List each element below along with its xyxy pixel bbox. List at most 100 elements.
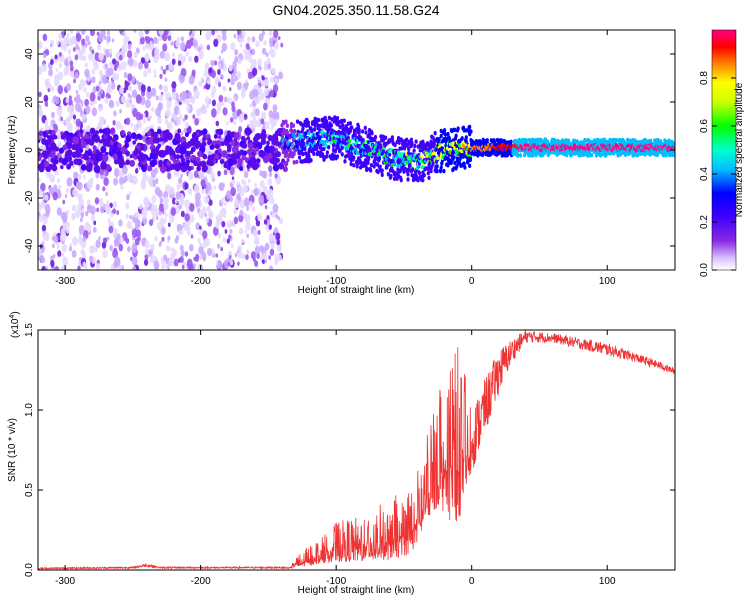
heatmap-cell [388, 152, 392, 157]
heatmap-cell [207, 137, 211, 142]
heatmap-cell [225, 190, 232, 200]
heatmap-cell [75, 89, 79, 95]
heatmap-cell [231, 105, 236, 113]
heatmap-cell [72, 236, 78, 246]
heatmap-cell [342, 118, 346, 123]
heatmap-cell [54, 97, 60, 105]
heatmap-cell [312, 151, 316, 157]
heatmap-cell [198, 80, 203, 88]
heatmap-cell [185, 98, 190, 106]
heatmap-cell [151, 194, 157, 204]
heatmap-cell [259, 245, 264, 252]
heatmap-cell [120, 184, 124, 190]
heatmap-cell [447, 136, 451, 141]
heatmap-cell [38, 204, 42, 212]
heatmap-cell [363, 125, 367, 131]
heatmap-cell [161, 263, 165, 270]
svg-text:(x104): (x104) [9, 311, 21, 338]
heatmap-cell [269, 41, 274, 48]
heatmap-cell [90, 54, 94, 59]
heatmap-cell [60, 116, 63, 121]
heatmap-cell [257, 58, 262, 66]
heatmap-cell [171, 58, 176, 65]
heatmap-cell [50, 157, 55, 163]
heatmap-cell [88, 162, 93, 168]
heatmap-cell [226, 121, 229, 126]
heatmap-cell [54, 265, 60, 270]
heatmap-cell [457, 143, 462, 148]
heatmap-cell [256, 132, 261, 139]
heatmap-cell [193, 160, 198, 167]
heatmap-cell [44, 124, 49, 131]
heatmap-cell [244, 114, 247, 119]
heatmap-cell [399, 152, 403, 157]
heatmap-cell [161, 31, 168, 42]
heatmap-cell [229, 228, 233, 235]
heatmap-cell [75, 118, 81, 127]
heatmap-cell [249, 161, 255, 168]
heatmap-cell [158, 203, 165, 213]
heatmap-cell [161, 236, 165, 242]
heatmap-cell [192, 30, 196, 36]
heatmap-cell [207, 79, 211, 85]
heatmap-cell [184, 182, 189, 190]
heatmap-cell [261, 47, 267, 55]
heatmap-cell [77, 173, 82, 180]
heatmap-cell [395, 154, 399, 159]
heatmap-cell [590, 152, 594, 158]
heatmap-cell [210, 69, 217, 79]
heatmap-cell [43, 232, 50, 242]
heatmap-cell [182, 58, 185, 63]
heatmap-cell [248, 57, 252, 63]
heatmap-cell [435, 169, 439, 174]
heatmap-cell [359, 153, 363, 159]
heatmap-cell [202, 153, 208, 160]
heatmap-cell [263, 219, 268, 225]
heatmap-cell [147, 85, 151, 93]
heatmap-cell [163, 196, 169, 205]
heatmap-cell [258, 194, 265, 205]
heatmap-cell [80, 30, 86, 36]
heatmap-cell [50, 59, 54, 65]
heatmap-cell [237, 57, 242, 65]
heatmap-cell [141, 209, 148, 220]
heatmap-cell [318, 123, 323, 129]
heatmap-cell [195, 222, 201, 231]
heatmap-cell [150, 168, 157, 179]
heatmap-cell [69, 65, 74, 72]
y-tick-label: 0.0 [24, 563, 35, 577]
heatmap-cell [351, 142, 355, 147]
heatmap-cell [224, 229, 228, 234]
heatmap-cell [86, 92, 90, 98]
heatmap-cell [411, 167, 415, 172]
heatmap-cell [65, 118, 69, 125]
heatmap-cell [95, 239, 101, 248]
heatmap-cell [323, 115, 327, 121]
heatmap-cell [115, 120, 122, 130]
heatmap-cell [101, 116, 105, 122]
heatmap-cell [154, 47, 160, 56]
heatmap-cell [303, 146, 307, 151]
heatmap-cell [208, 210, 214, 219]
heatmap-cell [397, 140, 401, 145]
heatmap-cell [228, 234, 232, 240]
heatmap-cell [348, 121, 353, 126]
heatmap-cell [180, 91, 187, 101]
heatmap-cell [262, 252, 268, 260]
heatmap-cell [157, 102, 163, 111]
heatmap-cell [316, 117, 321, 123]
heatmap-cell [166, 100, 172, 109]
heatmap-cell [56, 244, 60, 250]
heatmap-cell [430, 164, 434, 170]
heatmap-cell [215, 261, 219, 266]
heatmap-cell [180, 229, 184, 235]
heatmap-cell [131, 228, 138, 238]
heatmap-cell [315, 131, 319, 136]
heatmap-cell [179, 197, 185, 206]
heatmap-cell [254, 245, 261, 256]
heatmap-cell [53, 235, 59, 244]
heatmap-cell [179, 41, 186, 52]
heatmap-cell [205, 30, 212, 41]
heatmap-cell [84, 62, 88, 68]
heatmap-cell [91, 68, 95, 75]
